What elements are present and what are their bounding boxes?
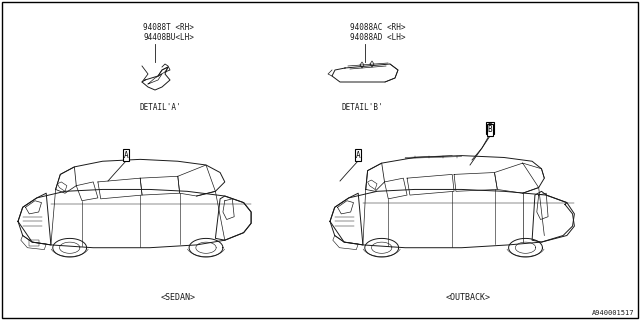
Text: 94088AD <LH>: 94088AD <LH> bbox=[350, 34, 406, 43]
Text: A940001517: A940001517 bbox=[591, 310, 634, 316]
Text: DETAIL'B': DETAIL'B' bbox=[341, 103, 383, 113]
Text: B: B bbox=[488, 125, 492, 134]
Text: 94088T <RH>: 94088T <RH> bbox=[143, 23, 194, 33]
Text: 94088AC <RH>: 94088AC <RH> bbox=[350, 23, 406, 33]
Text: <SEDAN>: <SEDAN> bbox=[161, 292, 195, 301]
Text: A: A bbox=[356, 150, 360, 159]
Text: 94408BU<LH>: 94408BU<LH> bbox=[143, 34, 194, 43]
Text: DETAIL'A': DETAIL'A' bbox=[139, 103, 181, 113]
Text: <OUTBACK>: <OUTBACK> bbox=[445, 292, 490, 301]
Text: A: A bbox=[124, 150, 128, 159]
Text: B: B bbox=[488, 124, 493, 132]
